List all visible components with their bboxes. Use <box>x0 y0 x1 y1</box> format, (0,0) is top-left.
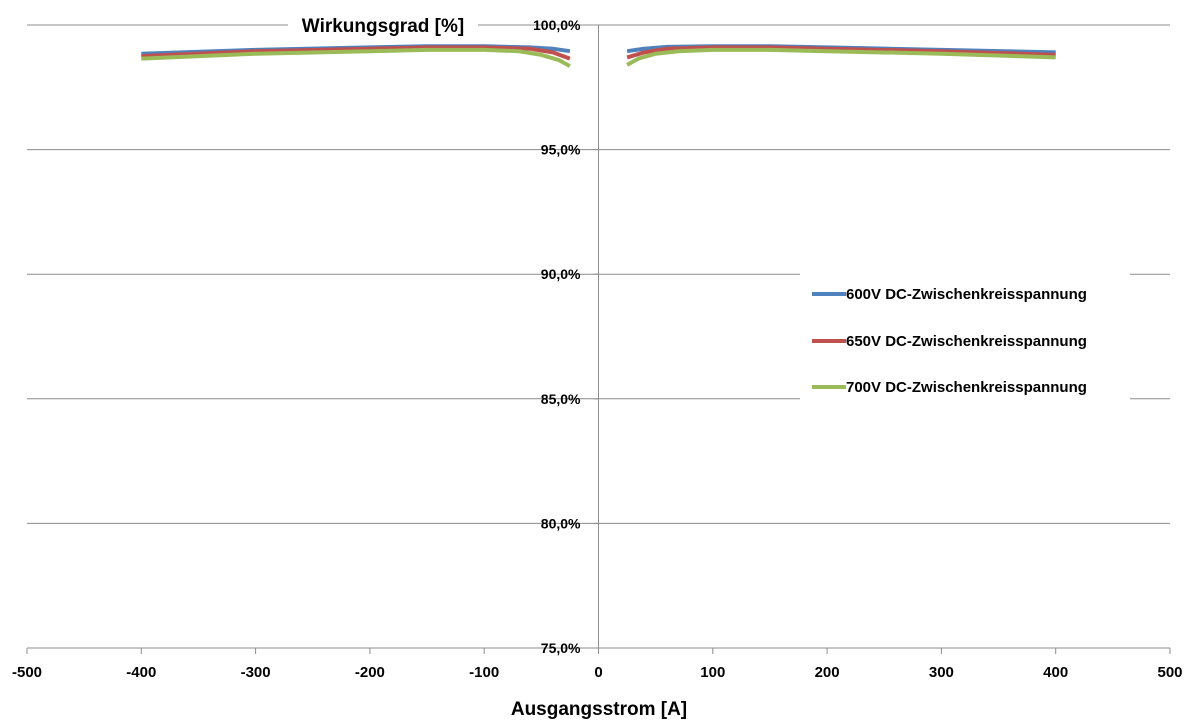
x-tick-label: 300 <box>929 664 954 681</box>
y-axis-title: Wirkungsgrad [%] <box>302 16 464 37</box>
x-tick-label: 100 <box>700 664 725 681</box>
series-line-3 <box>626 47 1056 67</box>
x-tick-label: -500 <box>12 664 42 681</box>
x-tick-label: 400 <box>1043 664 1068 681</box>
axes <box>26 24 1171 654</box>
series-lines <box>141 44 1056 68</box>
y-tick-label: 95,0% <box>541 142 581 158</box>
y-tick-label: 90,0% <box>541 266 581 282</box>
x-axis-title: Ausgangsstrom [A] <box>511 699 687 720</box>
tick-labels: 75,0% 80,0% 85,0% 90,0% 95,0% 100,0% -500 -400 -… <box>12 17 1183 681</box>
x-tick-label: -300 <box>241 664 271 681</box>
ylabel-background <box>288 10 478 38</box>
x-tick-label: -400 <box>126 664 156 681</box>
legend-label-1: 600V DC-Zwischenkreisspannung <box>846 286 1087 303</box>
legend: 600V DC-Zwischenkreisspannung 650V DC-Zwi… <box>812 286 1087 396</box>
y-tick-label: 100,0% <box>533 17 581 33</box>
legend-label-2: 650V DC-Zwischenkreisspannung <box>846 333 1087 350</box>
series-line-3 <box>141 47 571 68</box>
y-tick-label: 80,0% <box>541 515 581 531</box>
series-line-2 <box>626 45 1056 60</box>
x-tick-label: -200 <box>355 664 385 681</box>
x-tick-label: -100 <box>469 664 499 681</box>
y-tick-label: 75,0% <box>541 640 581 656</box>
x-tick-label: 500 <box>1157 664 1182 681</box>
y-tick-label: 85,0% <box>541 391 581 407</box>
x-tick-label: 200 <box>815 664 840 681</box>
series-line-2 <box>141 45 571 61</box>
legend-background <box>800 270 1130 408</box>
x-tick-label: 0 <box>594 664 602 681</box>
legend-label-3: 700V DC-Zwischenkreisspannung <box>846 379 1087 396</box>
